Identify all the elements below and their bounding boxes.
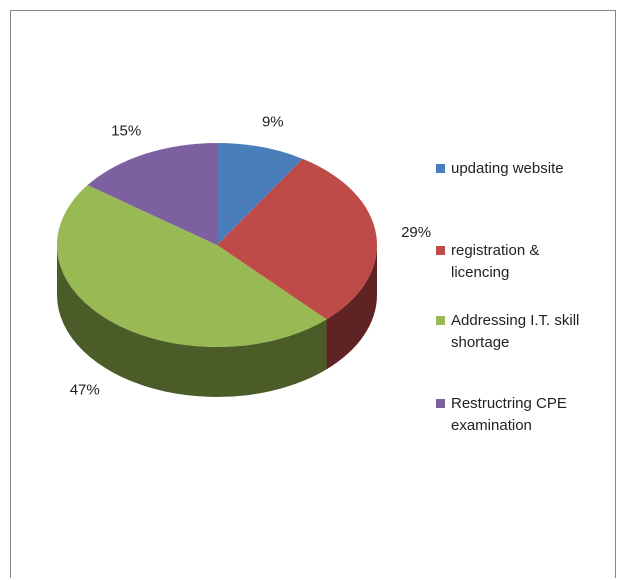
legend-label: Restructring CPE examination [451,395,567,434]
slice [217,143,303,245]
slice [87,143,217,245]
slice [57,185,327,347]
data-label: 9% [262,114,284,131]
legend-label: Addressing I.T. skill shortage [451,312,580,351]
slice-side [326,245,377,370]
data-label: 29% [401,224,431,241]
legend-swatch [436,164,445,173]
legend-item: registration & licencing [436,240,596,284]
legend-swatch [436,399,445,408]
legend-item: Addressing I.T. skill shortage [436,310,596,354]
slice [217,158,377,320]
data-label: 15% [111,122,141,139]
legend-item: updating website [436,158,596,180]
legend-swatch [436,246,445,255]
legend-label: updating website [451,160,564,177]
chart-frame [10,10,616,578]
legend-swatch [436,316,445,325]
slice-side [57,245,327,397]
legend-label: registration & licencing [451,242,540,281]
data-label: 47% [70,382,100,399]
legend-item: Restructring CPE examination [436,393,596,437]
